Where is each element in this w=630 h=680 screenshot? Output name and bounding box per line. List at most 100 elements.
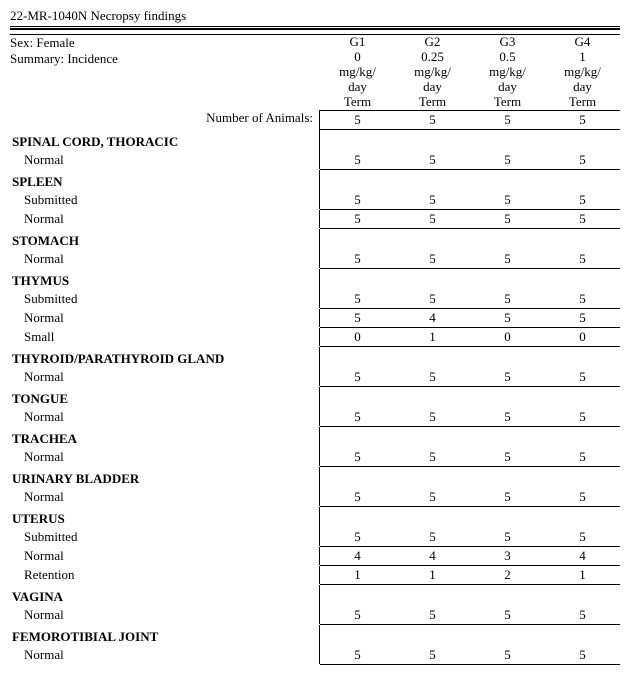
value-cell: 5 [395,448,470,466]
value-cell: 5 [320,290,395,308]
empty-cell [320,594,395,596]
value-cell: 5 [320,606,395,624]
sex-line: Sex: Female [10,35,316,51]
finding-row: Normal5555 [10,210,620,229]
organ-row-right [320,278,620,280]
finding-row: Normal5555 [10,151,620,170]
value-cell: 5 [545,448,620,466]
finding-row: Normal5555 [10,408,620,427]
value-cell: 0 [320,328,395,346]
finding-row: Normal5555 [10,646,620,665]
value-cell: 5 [470,408,545,426]
group-type: Term [547,95,618,110]
value-cell: 0 [470,328,545,346]
finding-row: Retention1121 [10,566,620,585]
group-dose: 0.25 [397,50,468,65]
value-cell: 5 [395,606,470,624]
finding-values: 5555 [320,488,620,507]
group-unit: mg/kg/ [322,65,393,80]
value-cell: 5 [545,309,620,327]
organ-row: SPLEEN [10,170,620,191]
summary-line: Summary: Incidence [10,51,316,67]
value-cell: 5 [470,250,545,268]
empty-cell [320,634,395,636]
organ-row-right [320,396,620,398]
empty-cell [320,179,395,181]
finding-row: Normal5555 [10,606,620,625]
organ-row: FEMOROTIBIAL JOINT [10,625,620,646]
value-cell: 5 [470,646,545,664]
value-cell: 5 [545,151,620,169]
value-cell: 5 [545,290,620,308]
group-header: G30.5mg/kg/dayTerm [470,35,545,110]
finding-values: 5555 [320,448,620,467]
organ-name: THYROID/PARATHYROID GLAND [10,347,320,368]
group-unit: mg/kg/ [472,65,543,80]
finding-label: Submitted [10,191,320,209]
empty-cell [470,476,545,478]
empty-cell [470,436,545,438]
group-freq: day [547,80,618,95]
organ-row-right [320,139,620,141]
empty-cell [470,139,545,141]
group-headers: G10mg/kg/dayTermG20.25mg/kg/dayTermG30.5… [320,35,620,110]
finding-values: 5555 [320,408,620,427]
organ-row-right [320,436,620,438]
finding-label: Small [10,328,320,346]
value-cell: 5 [320,250,395,268]
finding-row: Normal5455 [10,309,620,328]
empty-cell [545,634,620,636]
empty-cell [395,238,470,240]
empty-cell [545,238,620,240]
organ-row-right [320,238,620,240]
organ-name: FEMOROTIBIAL JOINT [10,625,320,646]
finding-label: Normal [10,488,320,506]
group-dose: 1 [547,50,618,65]
value-cell: 5 [395,528,470,546]
group-unit: mg/kg/ [547,65,618,80]
organ-row: SPINAL CORD, THORACIC [10,130,620,151]
value-cell: 5 [470,290,545,308]
group-freq: day [472,80,543,95]
group-freq: day [397,80,468,95]
finding-values: 5555 [320,250,620,269]
value-cell: 5 [470,151,545,169]
finding-values: 5555 [320,151,620,170]
group-type: Term [397,95,468,110]
empty-cell [395,139,470,141]
value-cell: 4 [395,547,470,565]
finding-values: 5555 [320,528,620,547]
organ-name: UTERUS [10,507,320,528]
organ-row: THYMUS [10,269,620,290]
organ-row-right [320,179,620,181]
value-cell: 5 [395,646,470,664]
finding-row: Submitted5555 [10,528,620,547]
value-cell: 5 [470,488,545,506]
value-cell: 5 [395,151,470,169]
value-cell: 5 [545,191,620,209]
empty-cell [395,516,470,518]
value-cell: 5 [320,528,395,546]
empty-cell [470,238,545,240]
sex-value: Female [36,35,74,50]
title-divider [10,28,620,30]
empty-cell [395,396,470,398]
value-cell: 4 [545,547,620,565]
organ-name: SPLEEN [10,170,320,191]
group-code: G4 [547,35,618,50]
group-type: Term [322,95,393,110]
header-left: Sex: Female Summary: Incidence [10,35,320,110]
value-cell: 5 [395,250,470,268]
empty-cell [395,634,470,636]
group-freq: day [322,80,393,95]
value-cell: 1 [395,566,470,584]
num-animals-cell: 5 [320,111,395,129]
organ-row-right [320,516,620,518]
empty-cell [395,476,470,478]
num-animals-row: Number of Animals: 5555 [10,110,620,130]
finding-values: 5555 [320,290,620,309]
value-cell: 5 [320,210,395,228]
finding-values: 5555 [320,368,620,387]
num-animals-cell: 5 [470,111,545,129]
value-cell: 5 [470,448,545,466]
